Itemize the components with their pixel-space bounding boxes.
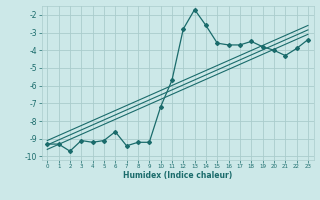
X-axis label: Humidex (Indice chaleur): Humidex (Indice chaleur) bbox=[123, 171, 232, 180]
